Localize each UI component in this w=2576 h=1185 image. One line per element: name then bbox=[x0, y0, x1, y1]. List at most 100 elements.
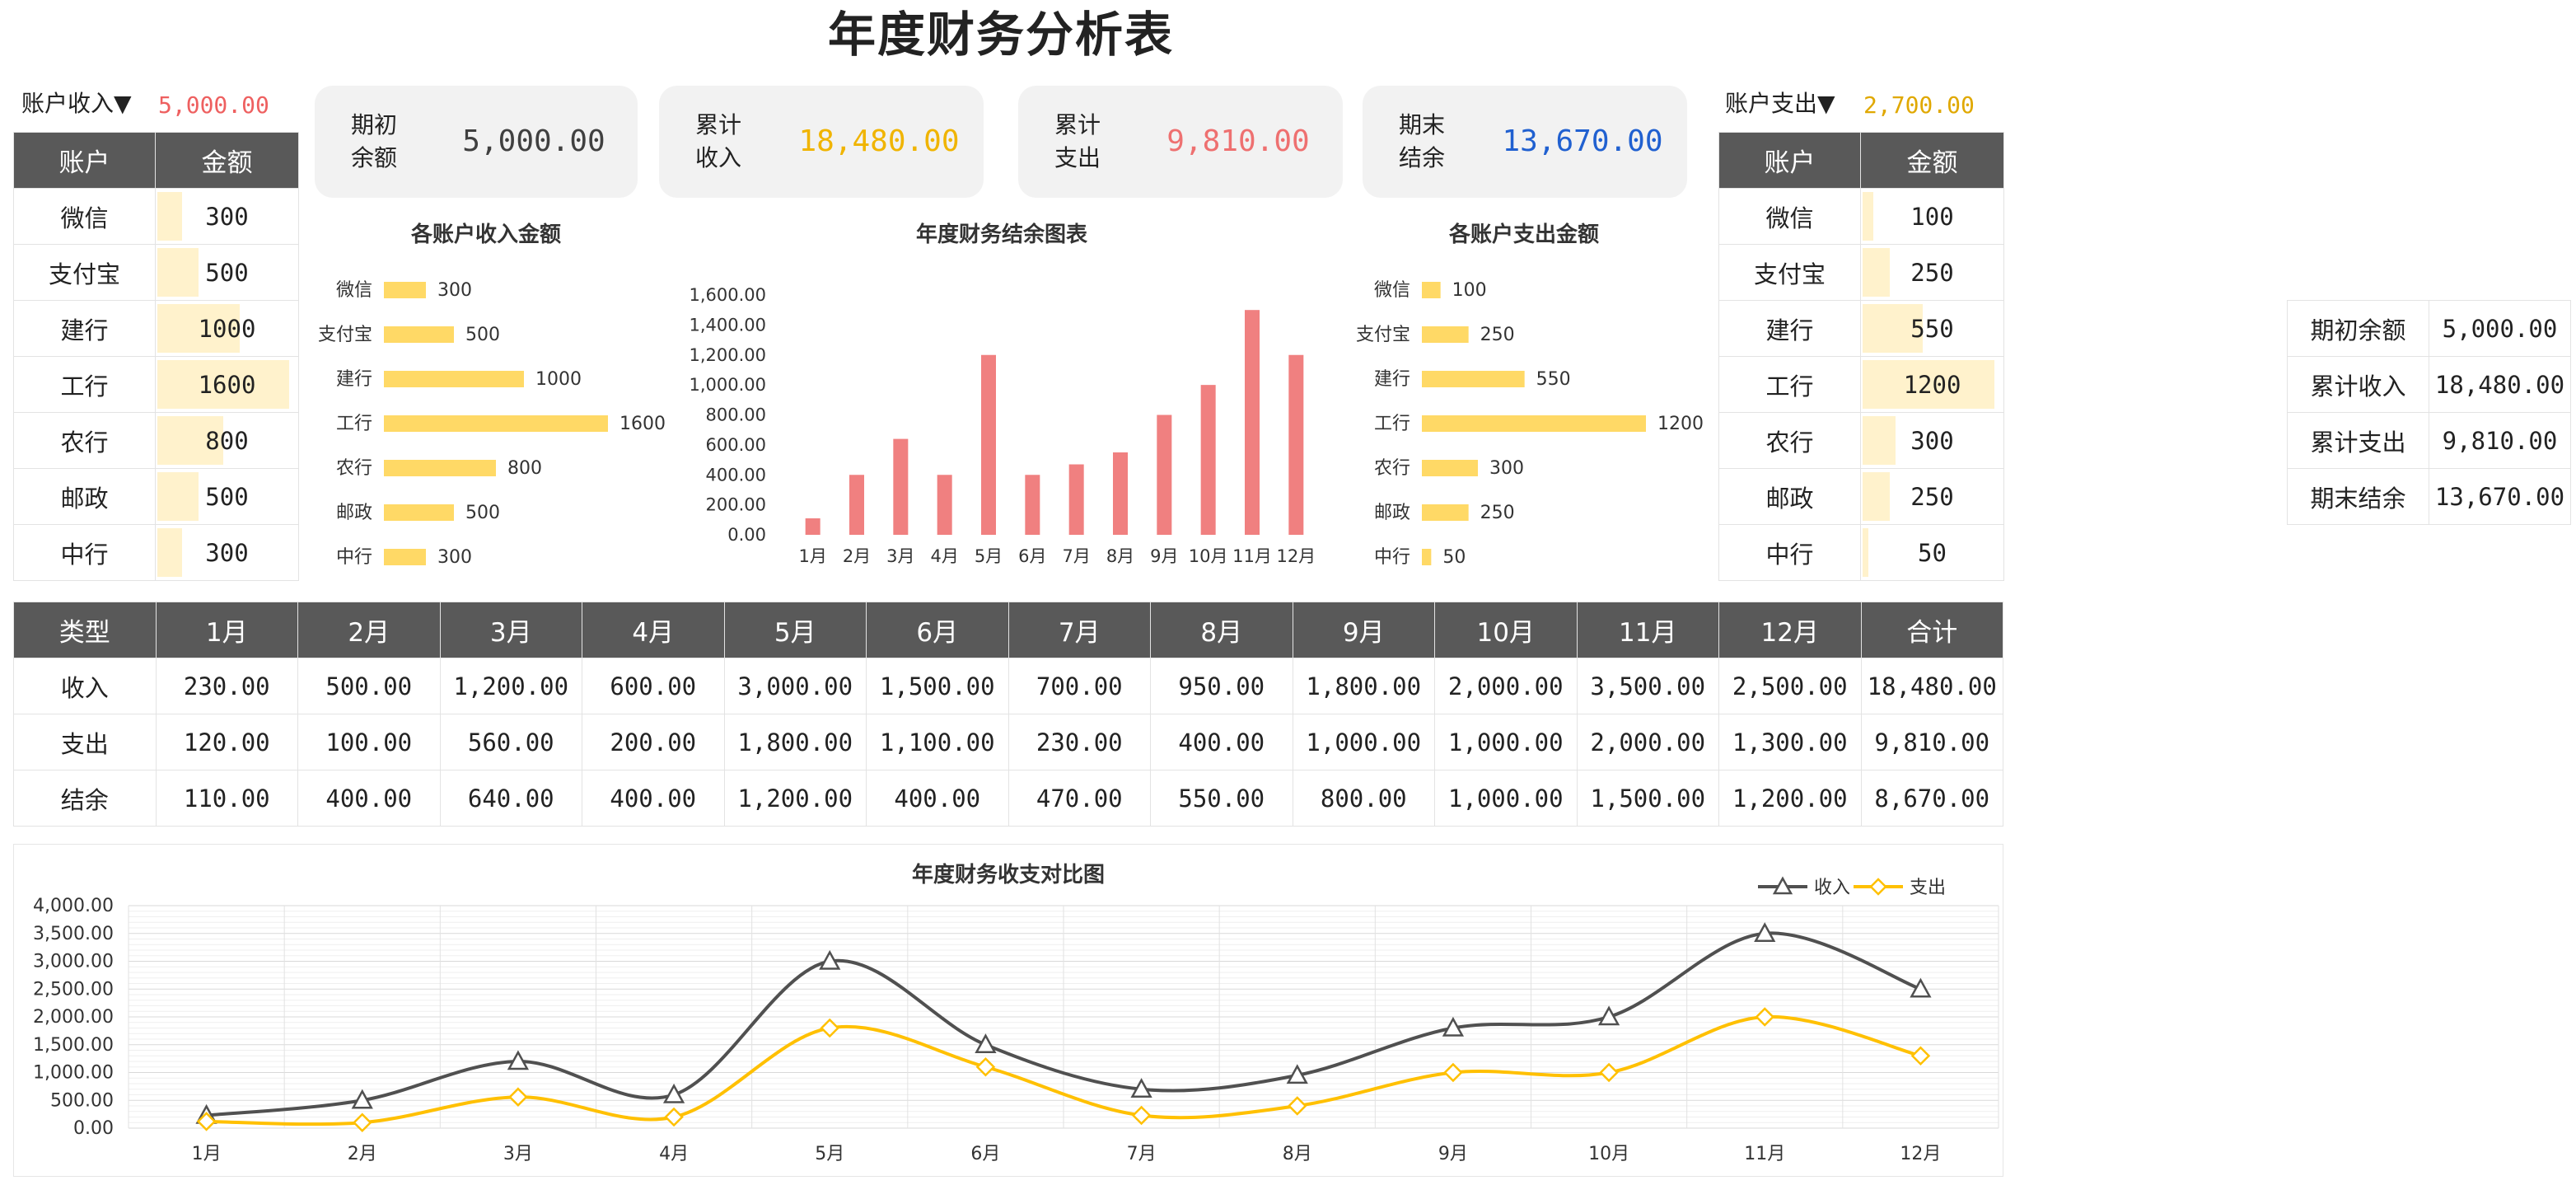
column-header: 7月 bbox=[1007, 602, 1151, 658]
category-label: 支付宝 bbox=[1356, 325, 1410, 345]
expense-account-dropdown[interactable]: 账户支出▼ bbox=[1725, 90, 1835, 117]
account-name: 建行 bbox=[1718, 300, 1861, 357]
category-label: 邮政 bbox=[336, 503, 372, 523]
kpi-card: 累计支出 9,810.00 bbox=[1018, 86, 1343, 198]
bar bbox=[1422, 549, 1432, 565]
header-amount: 金额 bbox=[155, 132, 299, 189]
account-amount: 250 bbox=[1860, 468, 2004, 525]
summary-label: 期初余额 bbox=[2287, 300, 2429, 357]
diamond-marker bbox=[1599, 1062, 1619, 1083]
account-amount: 100 bbox=[1860, 188, 2004, 245]
account-amount: 550 bbox=[1860, 300, 2004, 357]
kpi-card: 期初余额 5,000.00 bbox=[315, 86, 638, 198]
monthly-header-row: 类型 1月 2月 3月 4月 5月 6月 7月 8月 9月 10月 11月 12月 合计 bbox=[13, 602, 2003, 658]
account-amount: 1200 bbox=[1860, 356, 2004, 413]
diamond-marker bbox=[1910, 1046, 1931, 1066]
category-label: 建行 bbox=[336, 369, 372, 390]
column-bar bbox=[1157, 415, 1172, 535]
amount-data-bar bbox=[157, 304, 240, 353]
monthly-cell: 800.00 bbox=[1292, 770, 1435, 827]
column-bar bbox=[893, 438, 909, 535]
bar bbox=[1422, 460, 1478, 476]
x-tick-label: 2月 bbox=[843, 546, 871, 566]
header-amount: 金额 bbox=[1860, 132, 2004, 189]
x-tick-label: 2月 bbox=[348, 1144, 377, 1164]
amount-data-bar bbox=[1863, 528, 1868, 577]
amount-value: 50 bbox=[1918, 538, 1947, 567]
account-amount: 250 bbox=[1860, 244, 2004, 301]
account-name: 微信 bbox=[1718, 188, 1861, 245]
amount-data-bar bbox=[157, 416, 223, 465]
monthly-cell: 9,810.00 bbox=[1860, 714, 2003, 770]
monthly-cell: 1,100.00 bbox=[866, 714, 1009, 770]
income-selected-value: 5,000.00 bbox=[158, 91, 269, 119]
account-row: 农行 300 bbox=[1718, 412, 2004, 469]
page-title: 年度财务分析表 bbox=[827, 7, 1174, 63]
account-amount: 500 bbox=[155, 244, 299, 301]
x-tick-label: 10月 bbox=[1588, 1144, 1629, 1164]
account-row: 支付宝 250 bbox=[1718, 244, 2004, 301]
monthly-row: 收入 230.00 500.00 1,200.00 600.00 3,000.00 1,50… bbox=[13, 658, 2003, 714]
data-label: 300 bbox=[1489, 458, 1524, 479]
chart-title: 年度财务收支对比图 bbox=[912, 862, 1105, 888]
expense-selected-value: 2,700.00 bbox=[1863, 91, 1975, 119]
column-bar bbox=[1113, 452, 1128, 535]
x-tick-label: 5月 bbox=[975, 546, 1003, 566]
x-tick-label: 4月 bbox=[930, 546, 958, 566]
x-tick-label: 3月 bbox=[503, 1144, 533, 1164]
x-tick-label: 9月 bbox=[1150, 546, 1178, 566]
account-name: 支付宝 bbox=[1718, 244, 1861, 301]
triangle-marker bbox=[819, 949, 841, 970]
monthly-cell: 640.00 bbox=[439, 770, 582, 827]
monthly-cell: 2,000.00 bbox=[1434, 658, 1578, 714]
data-label: 1200 bbox=[1657, 414, 1704, 434]
kpi-card: 期末结余 13,670.00 bbox=[1363, 86, 1687, 198]
monthly-cell: 3,500.00 bbox=[1576, 658, 1719, 714]
monthly-cell: 2,500.00 bbox=[1718, 658, 1862, 714]
triangle-marker bbox=[662, 1083, 685, 1103]
amount-data-bar bbox=[1863, 416, 1896, 465]
bar bbox=[384, 371, 524, 387]
account-amount: 800 bbox=[155, 412, 299, 469]
account-name: 工行 bbox=[13, 356, 156, 413]
account-amount: 300 bbox=[155, 188, 299, 245]
amount-value: 550 bbox=[1910, 314, 1954, 343]
category-label: 农行 bbox=[1374, 458, 1410, 479]
bar bbox=[1422, 282, 1441, 298]
monthly-cell: 1,000.00 bbox=[1434, 770, 1578, 827]
expense-account-table: 账户 金额 微信 100 支付宝 250 建行 550 工行 1200 农行 300 邮政 250 中行 5… bbox=[1718, 132, 2004, 581]
kpi-label: 累计支出 bbox=[1054, 111, 1101, 171]
triangle-marker bbox=[1130, 1078, 1152, 1098]
y-tick-label: 1,000.00 bbox=[33, 1063, 114, 1084]
x-tick-label: 6月 bbox=[1018, 546, 1046, 566]
column-bar bbox=[1068, 464, 1084, 535]
row-type: 收入 bbox=[13, 658, 157, 714]
summary-label: 累计支出 bbox=[2287, 412, 2429, 469]
summary-value: 13,670.00 bbox=[2429, 468, 2571, 525]
bar bbox=[384, 415, 608, 432]
income-account-dropdown[interactable]: 账户收入▼ bbox=[21, 90, 132, 117]
column-header: 5月 bbox=[723, 602, 867, 658]
data-label: 250 bbox=[1480, 503, 1515, 523]
monthly-cell: 1,000.00 bbox=[1292, 714, 1435, 770]
summary-label: 期末结余 bbox=[2287, 468, 2429, 525]
account-name: 邮政 bbox=[13, 468, 156, 525]
row-type: 支出 bbox=[13, 714, 157, 770]
y-tick-label: 1,600.00 bbox=[689, 285, 766, 305]
x-tick-label: 3月 bbox=[886, 546, 914, 566]
y-tick-label: 0.00 bbox=[73, 1118, 114, 1139]
account-name: 工行 bbox=[1718, 356, 1861, 413]
y-tick-label: 500.00 bbox=[50, 1090, 114, 1111]
triangle-marker bbox=[1597, 1005, 1620, 1026]
y-tick-label: 1,400.00 bbox=[689, 315, 766, 335]
account-row: 建行 550 bbox=[1718, 300, 2004, 357]
triangle-marker bbox=[1442, 1016, 1465, 1037]
amount-data-bar bbox=[1863, 192, 1874, 241]
column-header: 3月 bbox=[439, 602, 582, 658]
column-header: 9月 bbox=[1292, 602, 1435, 658]
diamond-marker bbox=[664, 1107, 684, 1127]
annual-balance-chart: 年度财务结余图表 0.00 200.00 400.00 600.00 800.00 1,00… bbox=[689, 222, 1316, 566]
amount-value: 800 bbox=[205, 426, 249, 455]
monthly-cell: 1,200.00 bbox=[1718, 770, 1862, 827]
